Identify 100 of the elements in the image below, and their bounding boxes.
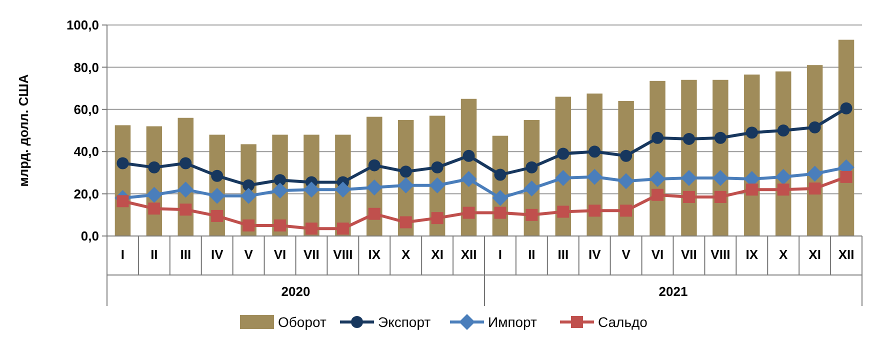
point (526, 161, 538, 174)
point (492, 190, 508, 206)
x-tick-label: IX (368, 247, 381, 262)
point (431, 212, 444, 224)
point (180, 157, 192, 170)
point (211, 170, 224, 182)
point (368, 208, 380, 220)
point (460, 171, 477, 188)
point (682, 190, 695, 203)
point (806, 166, 823, 182)
x-tick-label: VI (651, 247, 664, 262)
x-tick-label: VII (304, 247, 320, 262)
point (178, 182, 194, 198)
point (714, 132, 726, 144)
point (366, 179, 382, 196)
x-tick-label: II (528, 247, 536, 262)
point (652, 188, 664, 201)
legend-label: Экспорт (378, 314, 432, 330)
x-tick-label: XII (838, 247, 854, 262)
point (526, 208, 538, 221)
x-tick-label: III (558, 247, 569, 262)
point (211, 210, 224, 222)
point (146, 186, 162, 203)
x-tick-label: IV (210, 247, 224, 262)
y-tick-label: 80,0 (74, 60, 99, 75)
point (429, 177, 446, 194)
y-tick-label: 0,0 (80, 228, 99, 244)
point (305, 222, 318, 235)
point (148, 202, 160, 215)
point (840, 102, 852, 114)
point (462, 150, 475, 162)
point (274, 174, 286, 186)
point (116, 157, 129, 170)
x-tick-label: V (244, 247, 254, 262)
x-tick-label: VIII (333, 247, 353, 262)
point (494, 206, 506, 219)
y-tick-label: 100,0 (66, 18, 99, 33)
x-tick-label: XII (460, 247, 477, 262)
point (431, 161, 444, 174)
point (274, 219, 286, 232)
x-tick-label: III (180, 247, 192, 262)
y-tick-label: 20,0 (74, 186, 99, 202)
point (682, 132, 695, 145)
point (334, 182, 351, 198)
x-tick-label: II (150, 247, 158, 262)
x-tick-label: V (622, 247, 631, 262)
point (714, 190, 726, 203)
text: 2020 (281, 284, 310, 299)
point (712, 170, 728, 186)
point (840, 170, 852, 183)
point (272, 182, 288, 199)
x-tick-label: VI (274, 247, 286, 262)
legend-label: Оборот (278, 314, 327, 330)
x-tick-label: IV (588, 247, 602, 262)
text: 2021 (658, 284, 688, 299)
x-tick-label: IX (746, 247, 758, 262)
point (116, 195, 129, 208)
point (494, 168, 506, 181)
point (148, 161, 160, 174)
x-tick-label: XI (808, 247, 821, 262)
point (368, 159, 380, 172)
point (180, 204, 192, 216)
y-axis-title: млрд. долл. США (16, 74, 31, 187)
point (620, 150, 632, 162)
x-tick-label: X (779, 247, 788, 262)
y-tick-label: 40,0 (74, 144, 99, 160)
x-tick-label: XI (431, 247, 444, 262)
point (400, 216, 412, 228)
point (775, 168, 792, 185)
point (777, 124, 790, 136)
point (303, 182, 320, 198)
point (652, 132, 664, 144)
x-tick-label: I (498, 247, 502, 262)
point (462, 206, 475, 219)
point (336, 222, 349, 235)
point (398, 177, 414, 194)
point (242, 219, 255, 232)
point (620, 204, 632, 217)
point (650, 171, 666, 188)
point (777, 184, 790, 196)
point (746, 126, 758, 139)
point (524, 180, 540, 197)
x-tick-label: X (402, 247, 411, 262)
point (557, 206, 570, 218)
point (588, 204, 601, 217)
x-tick-label: VIII (710, 247, 730, 262)
point (240, 188, 257, 204)
x-tick-label: I (120, 247, 125, 262)
y-tick-label: 60,0 (74, 102, 99, 117)
point (588, 146, 601, 158)
point (209, 188, 226, 204)
point (680, 170, 697, 186)
legend-label: Импорт (488, 314, 538, 330)
point (808, 121, 821, 134)
point (618, 173, 634, 190)
point (808, 182, 821, 195)
legend-label: Сальдо (598, 314, 648, 330)
point (746, 184, 758, 196)
point (586, 168, 603, 185)
point (555, 170, 572, 186)
